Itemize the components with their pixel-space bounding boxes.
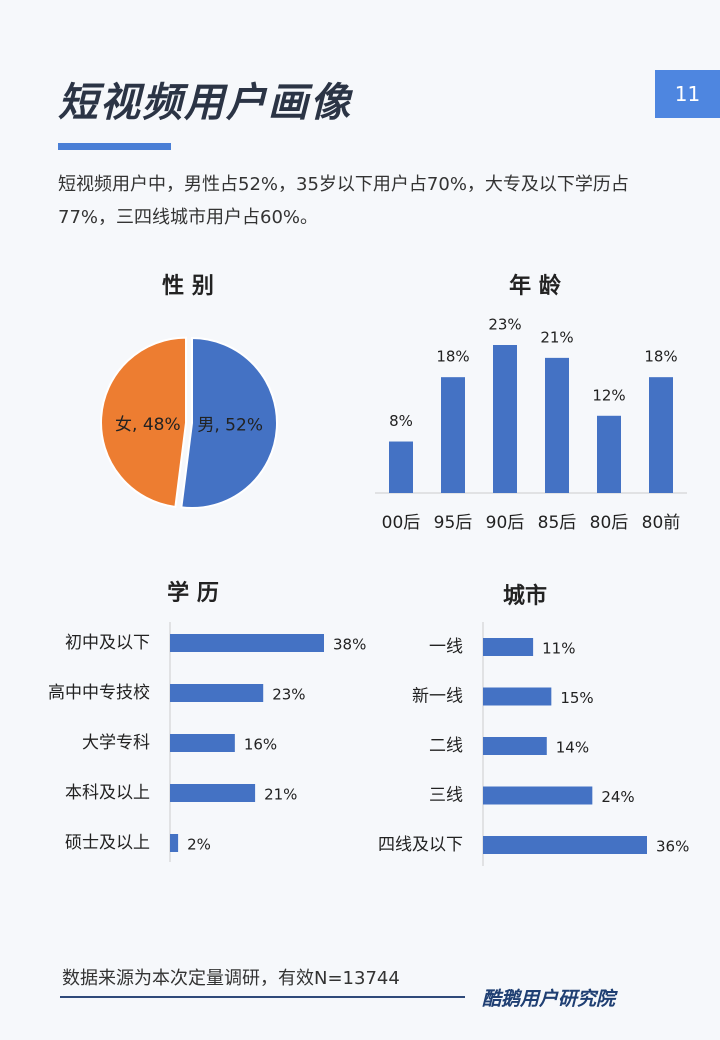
slice-label: 男, 52% [197, 416, 263, 436]
category-label: 高中中专技校 [48, 683, 150, 703]
pie-slice [180, 336, 278, 509]
chart-title: 性 别 [162, 274, 214, 299]
chart-title: 城市 [503, 583, 547, 609]
bar [483, 638, 534, 656]
bar [649, 377, 673, 493]
bar [483, 836, 647, 854]
bar [483, 737, 547, 755]
source-note: 数据来源为本次定量调研，有效N=13744 [62, 968, 400, 989]
slice-label: 女, 48% [115, 415, 181, 435]
category-label: 四线及以下 [378, 835, 463, 855]
footer-line [60, 996, 465, 998]
value-label: 36% [656, 838, 689, 856]
category-label: 新一线 [412, 687, 463, 707]
value-label: 12% [592, 386, 625, 404]
bar [170, 734, 235, 752]
value-label: 2% [187, 836, 211, 854]
logo-text: 酷鹅用户研究院 [482, 988, 616, 1010]
category-label: 本科及以上 [65, 783, 150, 803]
category-label: 一线 [429, 637, 463, 657]
chart-title: 年 龄 [509, 273, 562, 299]
value-label: 24% [601, 788, 634, 806]
category-label: 硕士及以上 [65, 833, 150, 853]
bar [545, 357, 569, 493]
value-label: 15% [560, 689, 593, 707]
category-label: 三线 [429, 786, 463, 806]
bar [441, 377, 465, 493]
page-number: 11 [655, 70, 720, 118]
page-title: 短视频用户画像 [58, 80, 352, 126]
category-label: 初中及以下 [65, 633, 150, 653]
title-underline [58, 143, 171, 150]
value-label: 21% [264, 786, 297, 804]
category-label: 80后 [590, 513, 629, 533]
value-label: 23% [488, 316, 521, 334]
value-label: 8% [389, 412, 413, 430]
bar [483, 786, 593, 805]
value-label: 14% [556, 739, 589, 757]
pie-slice [100, 336, 188, 509]
category-label: 90后 [486, 513, 525, 533]
value-label: 38% [333, 636, 366, 654]
bar [597, 415, 621, 493]
category-label: 大学专科 [82, 733, 150, 753]
category-label: 二线 [429, 736, 463, 756]
value-label: 18% [644, 348, 677, 366]
bar [170, 784, 256, 802]
bar [483, 687, 552, 706]
value-label: 21% [540, 328, 573, 346]
bar [170, 684, 264, 702]
category-label: 00后 [382, 513, 421, 533]
value-label: 18% [436, 348, 469, 366]
bar [389, 441, 413, 493]
value-label: 11% [542, 640, 575, 658]
category-label: 85后 [538, 513, 577, 533]
bar [170, 634, 324, 652]
summary: 短视频用户中，男性占52%，35岁以下用户占70%，大专及以下学历占77%，三四… [58, 174, 629, 228]
chart-title: 学 历 [167, 580, 219, 606]
value-label: 16% [244, 736, 277, 754]
bar [170, 834, 179, 852]
bar [493, 345, 517, 493]
category-label: 95后 [434, 513, 473, 533]
category-label: 80前 [642, 513, 681, 533]
value-label: 23% [272, 686, 305, 704]
